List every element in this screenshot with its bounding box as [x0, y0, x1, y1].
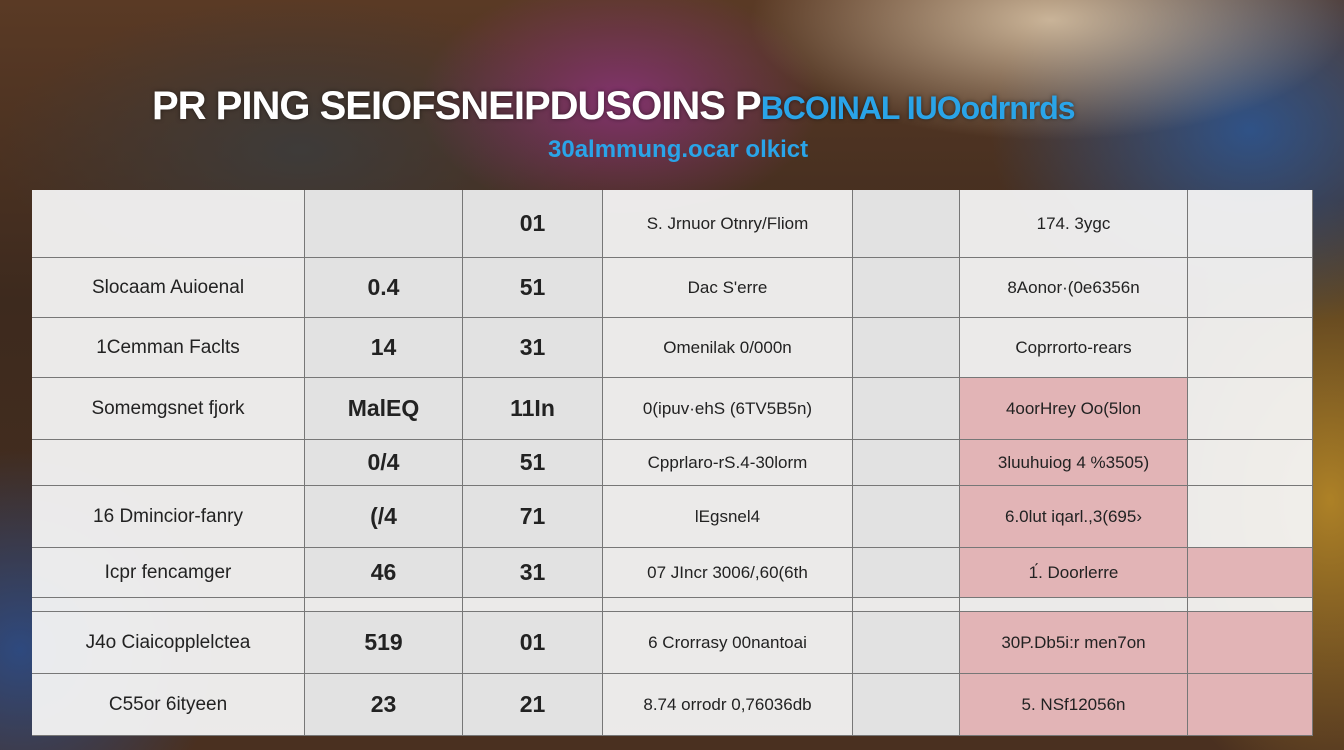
table-cell: 1Cemman Faclts: [32, 318, 305, 378]
table-cell: [1188, 318, 1313, 378]
table-cell: [853, 318, 960, 378]
table-header-cell: S. Jrnuor Otnry/Fliom: [603, 190, 853, 258]
table-cell: Slocaam Auioenal: [32, 258, 305, 318]
table-cell: Omenilak 0/000n: [603, 318, 853, 378]
table-cell: Cpprlaro-rS.4-30lorm: [603, 440, 853, 486]
table-cell: [1188, 674, 1313, 736]
table-cell: [1188, 440, 1313, 486]
table-cell: 0/4: [305, 440, 463, 486]
page-title: PR PING SEIOFSNEIPDUSOINS PBCOINAL IUOod…: [152, 84, 1076, 129]
table-cell: 31: [463, 318, 603, 378]
table-cell: 31: [463, 548, 603, 598]
table-cell: 6.0lut iqarl.,3(695›: [960, 486, 1188, 548]
table-cell: [463, 598, 603, 612]
table-cell: [32, 440, 305, 486]
table-cell: [853, 258, 960, 318]
table-cell: [853, 440, 960, 486]
table-cell: [32, 598, 305, 612]
table-cell: [1188, 258, 1313, 318]
table-cell: J4o Ciaicopplelctea: [32, 612, 305, 674]
table-cell: Somemgsnet fjork: [32, 378, 305, 440]
table-header-cell: [32, 190, 305, 258]
table-cell: Dac S'erre: [603, 258, 853, 318]
title-white: PR PING SEIOFSNEIPDUSOINS P: [152, 84, 762, 128]
table-cell: [960, 598, 1188, 612]
table-cell: 01: [463, 612, 603, 674]
table-cell: 6 Crorrasy 00nantoai: [603, 612, 853, 674]
table-cell: 519: [305, 612, 463, 674]
table-cell: 8.74 orrodr 0,76036db: [603, 674, 853, 736]
title-blue: BCOINAL IUOodrnrds: [760, 90, 1076, 126]
table-cell: [1188, 486, 1313, 548]
table-cell: [853, 674, 960, 736]
table-cell: [853, 548, 960, 598]
table-cell: Icpr fencamger: [32, 548, 305, 598]
table-cell: 0.4: [305, 258, 463, 318]
table-cell: 23: [305, 674, 463, 736]
table-header-cell: [1188, 190, 1313, 258]
table-cell: 30P.Db5i:r men7on: [960, 612, 1188, 674]
table-header-cell: [305, 190, 463, 258]
table-cell: [1188, 612, 1313, 674]
table-cell: 4oorHrey Oo(5lon: [960, 378, 1188, 440]
table-cell: [1188, 548, 1313, 598]
table-cell: [853, 612, 960, 674]
table-cell: 46: [305, 548, 463, 598]
table-cell: C55or 6ityeen: [32, 674, 305, 736]
table-cell: 1́. Doorlerre: [960, 548, 1188, 598]
table-cell: [603, 598, 853, 612]
table-cell: 14: [305, 318, 463, 378]
table-cell: 11In: [463, 378, 603, 440]
table-cell: 71: [463, 486, 603, 548]
table-cell: [853, 598, 960, 612]
table-cell: 16 Dmincior-fanry: [32, 486, 305, 548]
table-cell: [305, 598, 463, 612]
page-subtitle: 30almmung.ocar olkict: [548, 136, 809, 163]
table-cell: (/4: [305, 486, 463, 548]
table-cell: 21: [463, 674, 603, 736]
table-cell: [1188, 378, 1313, 440]
table-cell: Coprrorto-rears: [960, 318, 1188, 378]
table-cell: [853, 378, 960, 440]
table-cell: 51: [463, 440, 603, 486]
table-cell: 51: [463, 258, 603, 318]
table-cell: MalEQ: [305, 378, 463, 440]
table-header-cell: 174. 3ygc: [960, 190, 1188, 258]
table-cell: 0(ipuv·ehS (6TV5B5n): [603, 378, 853, 440]
table-cell: [1188, 598, 1313, 612]
table-cell: 8Aonor·(0e6356n: [960, 258, 1188, 318]
table-cell: 3luuhuiog 4 %3505): [960, 440, 1188, 486]
table-header-cell: [853, 190, 960, 258]
data-table: 01 S. Jrnuor Otnry/Fliom 174. 3ygc Slocaam …: [32, 190, 1313, 736]
table-cell: lEgsnel4: [603, 486, 853, 548]
table-header-cell: 01: [463, 190, 603, 258]
table-cell: [853, 486, 960, 548]
table-cell: 07 JIncr 3006/,60(6th: [603, 548, 853, 598]
table-cell: 5. NSf12056n: [960, 674, 1188, 736]
